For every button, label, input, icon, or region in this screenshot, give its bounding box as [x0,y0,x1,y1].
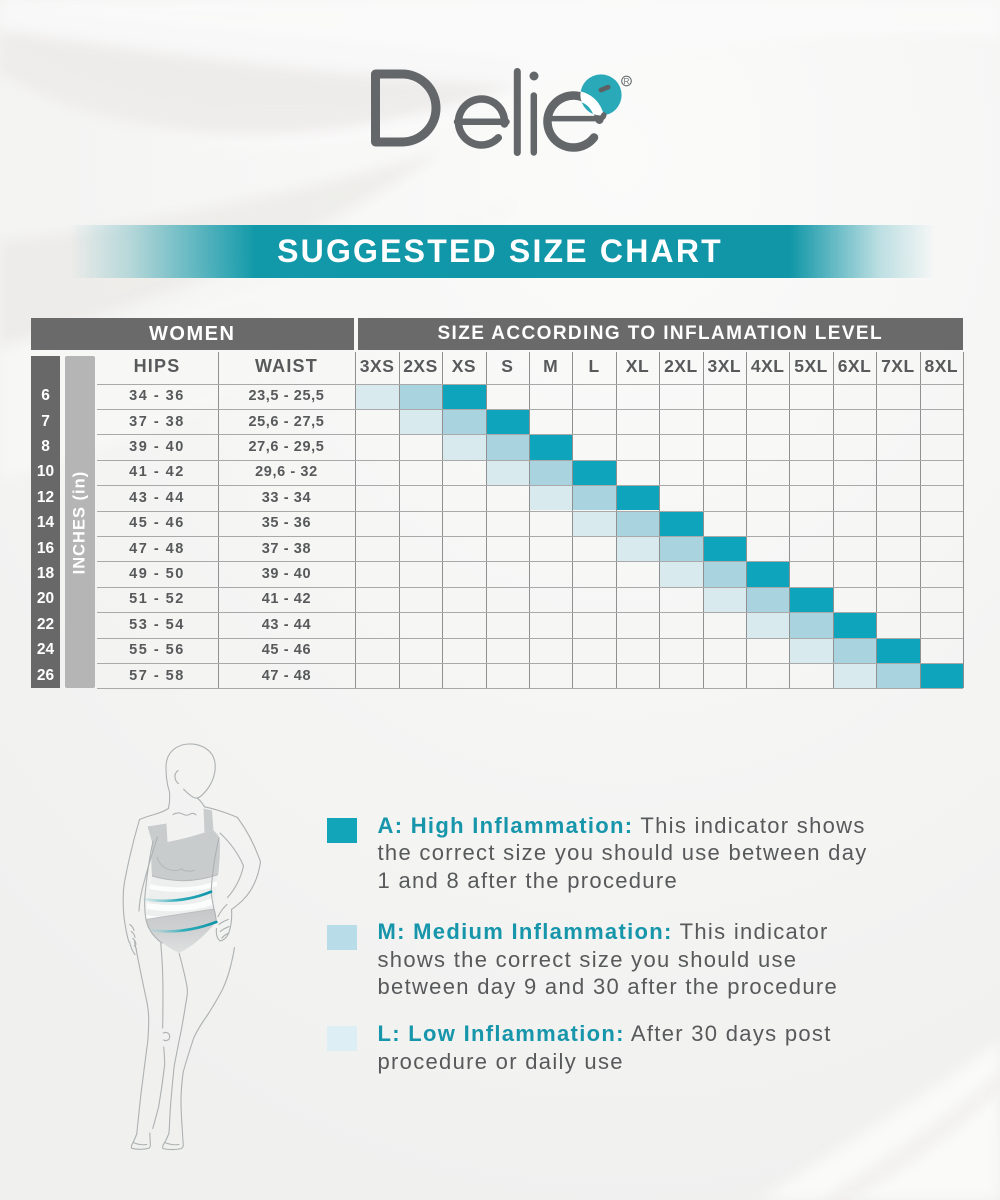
svg-text:R: R [624,77,630,86]
